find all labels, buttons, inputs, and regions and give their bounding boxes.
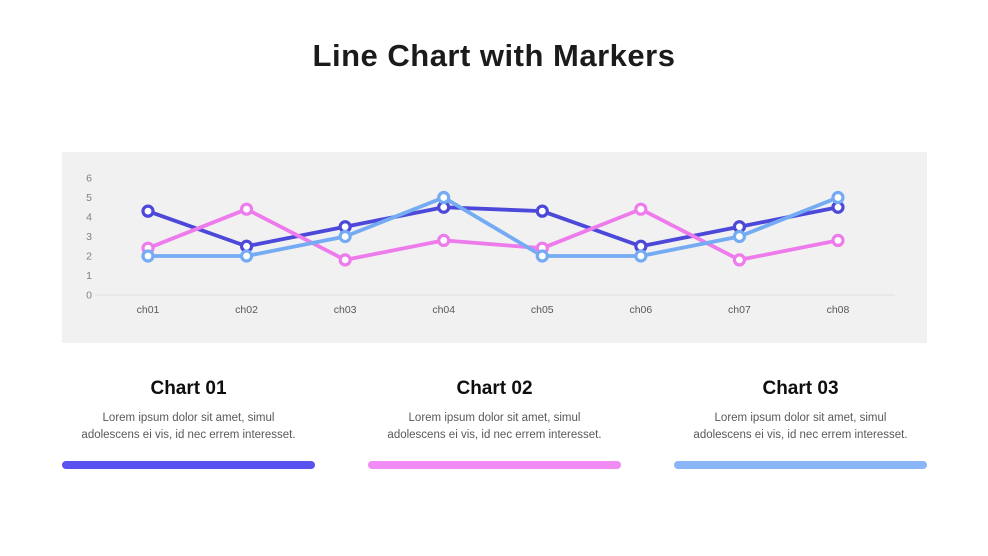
svg-text:0: 0 (86, 290, 92, 302)
svg-text:ch08: ch08 (827, 304, 850, 316)
svg-text:3: 3 (86, 231, 92, 243)
page-title: Line Chart with Markers (312, 38, 676, 73)
svg-text:4: 4 (86, 212, 92, 224)
series-color-bar (62, 461, 315, 469)
series-color-bar (674, 461, 927, 469)
svg-text:1: 1 (86, 270, 92, 282)
legend-card-chart-02: Chart 02 Lorem ipsum dolor sit amet, sim… (368, 378, 621, 469)
svg-text:ch02: ch02 (235, 304, 258, 316)
card-description: Lorem ipsum dolor sit amet, simul adoles… (81, 412, 296, 441)
svg-text:6: 6 (86, 173, 92, 185)
svg-text:5: 5 (86, 192, 92, 204)
svg-text:ch07: ch07 (728, 304, 751, 316)
legend-card-chart-01: Chart 01 Lorem ipsum dolor sit amet, sim… (62, 378, 315, 469)
card-title: Chart 02 (456, 378, 533, 399)
card-title: Chart 03 (762, 378, 839, 399)
line-chart: 0 1 2 3 4 5 6 ch01 ch02 ch03 ch04 ch05 ch06 ch07 ch08 (86, 173, 895, 316)
card-description: Lorem ipsum dolor sit amet, simul adoles… (693, 412, 908, 441)
svg-text:ch05: ch05 (531, 304, 554, 316)
legend-card-chart-03: Chart 03 Lorem ipsum dolor sit amet, sim… (674, 378, 927, 469)
svg-text:ch01: ch01 (137, 304, 160, 316)
line-chart-panel: 0 1 2 3 4 5 6 ch01 ch02 ch03 ch04 ch05 ch06 ch07 ch08 (62, 152, 927, 343)
svg-text:ch06: ch06 (629, 304, 652, 316)
svg-text:ch04: ch04 (432, 304, 455, 316)
svg-text:2: 2 (86, 251, 92, 263)
card-title: Chart 01 (150, 378, 227, 399)
series-color-bar (368, 461, 621, 469)
card-description: Lorem ipsum dolor sit amet, simul adoles… (387, 412, 602, 441)
svg-text:ch03: ch03 (334, 304, 357, 316)
legend-cards: Chart 01 Lorem ipsum dolor sit amet, sim… (62, 378, 927, 469)
